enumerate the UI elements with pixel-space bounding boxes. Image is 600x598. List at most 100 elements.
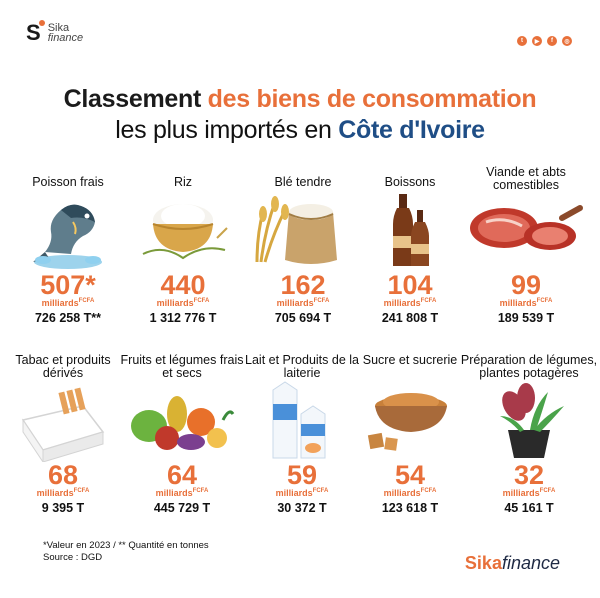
bottles-icon [385, 190, 435, 275]
item-value: 507* [40, 270, 96, 300]
item-value: 54 [394, 460, 426, 490]
logo-text: Sika finance [47, 21, 84, 44]
item-unit: milliardsFCFA [360, 488, 460, 498]
item-name: Fruits et légumes frais et secs [120, 353, 244, 380]
item-name: Blé tendre [274, 175, 332, 189]
item-unit: milliardsFCFA [460, 488, 598, 498]
logo-mark: S [26, 20, 45, 45]
item-card: Sucre et sucrerie 54 milliardsFCFA 123 6… [360, 350, 460, 520]
item-quantity: 9 395 T [41, 501, 85, 515]
item-quantity: 445 729 T [153, 501, 211, 515]
item-unit: milliardsFCFA [244, 488, 360, 498]
potted-plant-icon [484, 376, 574, 465]
item-name: Poisson frais [32, 175, 104, 189]
item-card: Viande et abts comestibles 99 milliardsF… [460, 166, 592, 332]
item-quantity: 123 618 T [381, 501, 439, 515]
unit-sup: FCFA [536, 298, 553, 304]
item-card: Tabac et produits dérivés 68 milliardsFC… [6, 350, 120, 520]
item-name: Sucre et sucrerie [362, 353, 458, 367]
rice-bowl-icon [133, 194, 233, 269]
title-line2: les plus importés en Côte d'Ivoire [0, 116, 600, 145]
item-quantity: 705 694 T [274, 311, 332, 325]
facebook-icon[interactable]: f [547, 36, 557, 46]
unit-sup: FCFA [420, 298, 437, 304]
item-unit: milliardsFCFA [120, 488, 244, 498]
item-card: Riz 440 milliardsFCFA 1 312 776 T [120, 172, 246, 332]
item-quantity: 45 161 T [504, 501, 554, 515]
item-value: 440 [160, 270, 206, 300]
item-quantity: 1 312 776 T [149, 311, 217, 325]
logo-letter: S [26, 20, 41, 45]
item-value: 59 [286, 460, 318, 490]
logo-line1: Sika [47, 21, 70, 34]
title-part4: Côte d'Ivoire [338, 116, 485, 144]
instagram-icon[interactable]: ◎ [562, 36, 572, 46]
item-value: 64 [166, 460, 198, 490]
unit-sup: FCFA [312, 488, 329, 494]
title-line1: Classement des biens de consommation [0, 85, 600, 114]
milk-carton-icon [267, 380, 337, 465]
ranking-row-1: Poisson frais 507* milliardsFCFA 726 258… [0, 166, 600, 332]
item-card: Fruits et légumes frais et secs 64 milli… [120, 350, 244, 520]
cigarette-pack-icon [13, 386, 113, 467]
unit-label: milliards [156, 298, 194, 308]
twitter-icon[interactable]: t [517, 36, 527, 46]
unit-sup: FCFA [539, 488, 556, 494]
item-value: 162 [280, 270, 326, 300]
item-quantity: 189 539 T [497, 311, 555, 325]
unit-sup: FCFA [192, 488, 209, 494]
logo-line2: finance [47, 32, 84, 44]
fish-icon [23, 192, 113, 277]
unit-sup: FCFA [78, 298, 95, 304]
social-links: t ▶ f ◎ [517, 36, 572, 46]
meat-icon [466, 198, 586, 265]
unit-label: milliards [383, 488, 421, 498]
footnote-source: Source : DGD [43, 552, 103, 563]
unit-sup: FCFA [193, 298, 210, 304]
item-unit: milliardsFCFA [460, 298, 592, 308]
item-unit: milliardsFCFA [120, 298, 246, 308]
unit-label: milliards [155, 488, 193, 498]
brand-part1: Sika [464, 553, 502, 573]
footnote: *Valeur en 2023 / ** Quantité en tonnes … [43, 540, 209, 564]
item-value: 32 [513, 460, 545, 490]
unit-label: milliards [36, 488, 74, 498]
unit-label: milliards [502, 488, 540, 498]
item-unit: milliardsFCFA [246, 298, 360, 308]
youtube-icon[interactable]: ▶ [532, 36, 542, 46]
item-card: Lait et Produits de la laiterie 59 milli… [244, 350, 360, 520]
item-name: Boissons [384, 175, 436, 189]
unit-label: milliards [499, 298, 537, 308]
item-card: Poisson frais 507* milliardsFCFA 726 258… [8, 172, 128, 332]
item-card: Boissons 104 milliardsFCFA 241 808 T [360, 172, 460, 332]
unit-sup: FCFA [420, 488, 437, 494]
unit-label: milliards [383, 298, 421, 308]
item-name: Viande et abts comestibles [486, 165, 566, 192]
item-unit: milliardsFCFA [8, 298, 128, 308]
unit-label: milliards [41, 298, 79, 308]
item-value: 99 [510, 270, 542, 300]
unit-label: milliards [276, 298, 314, 308]
item-quantity: 726 258 T** [34, 311, 102, 325]
page-title: Classement des biens de consommation les… [0, 85, 600, 145]
footnote-line1: *Valeur en 2023 / ** Quantité en tonnes [43, 540, 209, 551]
item-value: 68 [47, 460, 79, 490]
brand-logo: Sikafinance [465, 553, 560, 574]
item-unit: milliardsFCFA [360, 298, 460, 308]
item-value: 104 [387, 270, 433, 300]
item-name: Tabac et produits dérivés [15, 353, 111, 380]
title-part3: les plus importés en [115, 116, 332, 144]
unit-label: milliards [275, 488, 313, 498]
item-name: Lait et Produits de la laiterie [245, 353, 359, 380]
title-part1: Classement [63, 85, 202, 113]
item-unit: milliardsFCFA [6, 488, 120, 498]
unit-sup: FCFA [73, 488, 90, 494]
sikafinance-logo: S Sika finance [26, 20, 84, 45]
brand-part2: finance [501, 553, 560, 573]
wheat-sack-icon [251, 190, 355, 275]
item-card: Blé tendre 162 milliardsFCFA 705 69 [246, 172, 360, 332]
ranking-row-2: Tabac et produits dérivés 68 milliardsFC… [0, 350, 600, 520]
title-part2: des biens de consommation [207, 85, 537, 113]
vegetables-icon [127, 390, 237, 461]
item-name: Riz [173, 175, 193, 189]
